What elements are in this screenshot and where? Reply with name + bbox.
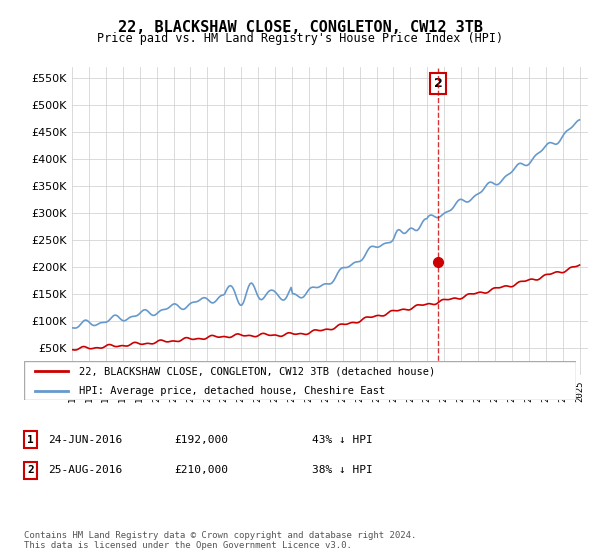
- Text: 2: 2: [27, 465, 34, 475]
- Text: Price paid vs. HM Land Registry's House Price Index (HPI): Price paid vs. HM Land Registry's House …: [97, 32, 503, 45]
- Text: HPI: Average price, detached house, Cheshire East: HPI: Average price, detached house, Ches…: [79, 386, 385, 395]
- Text: 25-AUG-2016: 25-AUG-2016: [48, 465, 122, 475]
- Text: 22, BLACKSHAW CLOSE, CONGLETON, CW12 3TB: 22, BLACKSHAW CLOSE, CONGLETON, CW12 3TB: [118, 20, 482, 35]
- Text: 22, BLACKSHAW CLOSE, CONGLETON, CW12 3TB (detached house): 22, BLACKSHAW CLOSE, CONGLETON, CW12 3TB…: [79, 366, 436, 376]
- Text: Contains HM Land Registry data © Crown copyright and database right 2024.
This d: Contains HM Land Registry data © Crown c…: [24, 530, 416, 550]
- Text: £192,000: £192,000: [174, 435, 228, 445]
- Text: 24-JUN-2016: 24-JUN-2016: [48, 435, 122, 445]
- Text: 38% ↓ HPI: 38% ↓ HPI: [312, 465, 373, 475]
- Text: £210,000: £210,000: [174, 465, 228, 475]
- FancyBboxPatch shape: [24, 361, 576, 400]
- Text: 1: 1: [27, 435, 34, 445]
- Text: 2: 2: [434, 77, 443, 90]
- Text: 43% ↓ HPI: 43% ↓ HPI: [312, 435, 373, 445]
